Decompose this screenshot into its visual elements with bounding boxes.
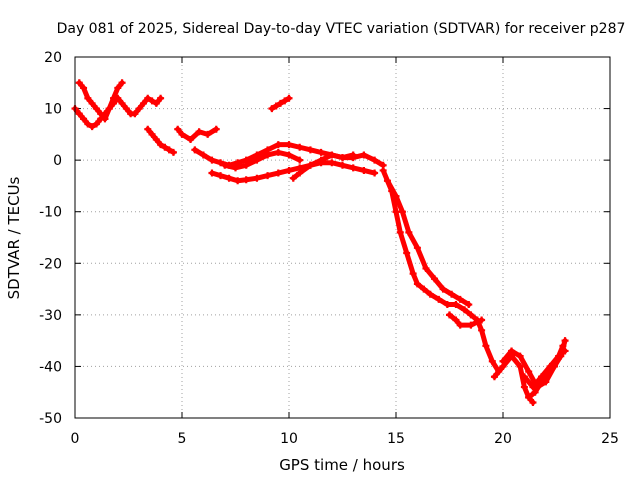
x-tick-label: 10	[280, 431, 298, 447]
data-point	[561, 337, 569, 345]
data-point	[118, 79, 126, 87]
y-tick-label: 20	[44, 50, 62, 66]
x-tick-label: 20	[494, 431, 512, 447]
point-cluster	[406, 229, 420, 251]
plot-frame	[74, 56, 611, 419]
series-track-b	[75, 79, 126, 123]
axis-ticks: 0 5 10 15 20 25 20 10 0 -10 -20 -30 -40 -50	[39, 50, 619, 447]
y-tick-label: 10	[44, 102, 62, 118]
y-axis-title: SDTVAR / TECUs	[5, 176, 23, 299]
x-axis-title: GPS time / hours	[279, 456, 405, 474]
series-track-d	[174, 125, 220, 144]
data-point	[478, 316, 486, 324]
point-cluster	[384, 178, 399, 199]
data-point	[285, 94, 293, 102]
data-point	[349, 151, 357, 159]
y-tick-label: -40	[39, 359, 62, 375]
y-tick-label: -30	[39, 308, 62, 324]
series-track-h	[268, 94, 293, 113]
chart-title: Day 081 of 2025, Sidereal Day-to-day VTE…	[57, 21, 626, 37]
data-point	[529, 399, 537, 407]
data-points	[71, 79, 569, 407]
data-point	[169, 148, 177, 156]
series-track-p	[520, 347, 569, 391]
data-point	[212, 125, 220, 133]
series-track-k	[383, 177, 473, 309]
data-point	[561, 347, 569, 355]
data-point	[157, 94, 165, 102]
x-tick-label: 15	[387, 431, 405, 447]
x-tick-label: 5	[178, 431, 187, 447]
series-track-i	[289, 151, 357, 182]
data-point	[465, 301, 473, 309]
series-track-c	[144, 125, 177, 156]
series-track-g	[221, 148, 304, 172]
y-tick-label: -20	[39, 256, 62, 272]
y-tick-label: -50	[39, 411, 62, 427]
grid	[75, 57, 610, 418]
series-track-m	[490, 352, 537, 407]
x-tick-label: 25	[601, 431, 619, 447]
data-point	[296, 156, 304, 164]
point-cluster	[517, 353, 532, 375]
point-cluster	[414, 245, 429, 271]
data-point	[371, 169, 379, 177]
y-tick-label: 0	[53, 153, 62, 169]
series-track-a	[71, 94, 165, 131]
x-tick-label: 0	[71, 431, 80, 447]
series-track-l	[446, 311, 486, 329]
y-tick-label: -10	[39, 205, 62, 221]
